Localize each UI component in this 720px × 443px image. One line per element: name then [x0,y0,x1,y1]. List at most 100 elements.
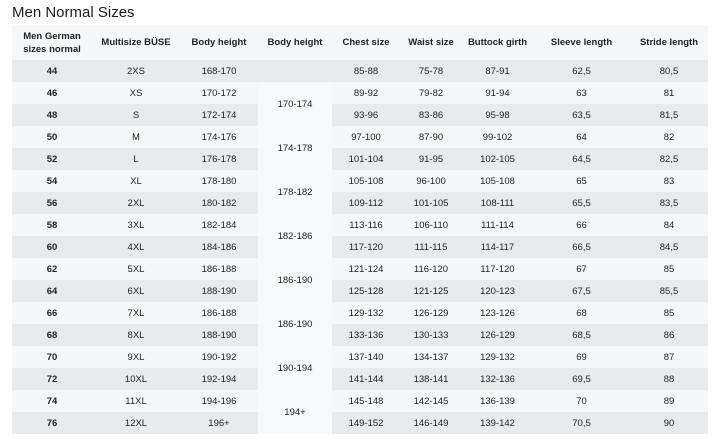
body-height-range-cell [258,60,332,82]
chest-size-cell: 133-136 [332,324,400,346]
column-header: Body height [180,25,258,60]
german-size-cell: 50 [12,126,92,148]
buttock-girth-cell: 111-114 [462,214,533,236]
german-size-cell: 72 [12,368,92,390]
column-header: Multisize BÜSE [92,25,180,60]
sleeve-length-cell: 63 [533,82,630,104]
german-size-cell: 62 [12,258,92,280]
body-height-cell: 188-190 [180,324,258,346]
waist-size-cell: 91-95 [400,148,462,170]
german-size-cell: 64 [12,280,92,302]
stride-length-cell: 85 [630,302,708,324]
multisize-cell: XS [92,82,180,104]
table-row: 62 5XL 186-188 186-190 121-124 116-120 117-120… [12,258,708,302]
german-size-cell: 58 [12,214,92,236]
multisize-cell: S [92,104,180,126]
waist-size-cell: 87-90 [400,126,462,148]
chest-size-cell: 141-144 [332,368,400,390]
german-size-cell: 74 [12,390,92,412]
german-size-cell: 48 [12,104,92,126]
german-size-cell: 68 [12,324,92,346]
chest-size-cell: 121-124 [332,258,400,280]
chest-size-cell: 85-88 [332,60,400,82]
chest-size-cell: 109-112 [332,192,400,214]
german-size-cell: 60 [12,236,92,258]
body-height-range-cell: 186-190 [258,302,332,346]
stride-length-cell: 83 [630,170,708,192]
sleeve-length-cell: 65 [533,170,630,192]
table-row: 44 2XS 168-170 85-88 75-78 87-91 62,5 80,5 [12,60,708,82]
body-height-range-cell: 174-178 [258,126,332,170]
multisize-cell: 10XL [92,368,180,390]
sleeve-length-cell: 69 [533,346,630,368]
table-row: 60 4XL 184-186 117-120 111-115 114-117 66,5 84,… [12,236,708,258]
column-header: Buttock girth [462,25,533,60]
body-height-cell: 184-186 [180,236,258,258]
sleeve-length-cell: 68,5 [533,324,630,346]
multisize-cell: XL [92,170,180,192]
body-height-cell: 172-174 [180,104,258,126]
multisize-cell: 4XL [92,236,180,258]
table-row: 50 M 174-176 174-178 97-100 87-90 99-102 64 82 [12,126,708,170]
multisize-cell: 8XL [92,324,180,346]
buttock-girth-cell: 87-91 [462,60,533,82]
body-height-range-cell: 186-190 [258,258,332,302]
waist-size-cell: 142-145 [400,390,462,412]
stride-length-cell: 84,5 [630,236,708,258]
sleeve-length-cell: 70 [533,390,630,412]
chest-size-cell: 129-132 [332,302,400,324]
column-header: Waist size [400,25,462,60]
sleeve-length-cell: 67 [533,258,630,280]
stride-length-cell: 81 [630,82,708,104]
waist-size-cell: 101-105 [400,192,462,214]
table-row: 68 8XL 188-190 133-136 130-133 126-129 68,5 86 [12,324,708,346]
multisize-cell: 2XS [92,60,180,82]
german-size-cell: 66 [12,302,92,324]
buttock-girth-cell: 95-98 [462,104,533,126]
stride-length-cell: 81,5 [630,104,708,126]
body-height-cell: 192-194 [180,368,258,390]
body-height-cell: 180-182 [180,192,258,214]
multisize-cell: L [92,148,180,170]
buttock-girth-cell: 102-105 [462,148,533,170]
multisize-cell: 7XL [92,302,180,324]
body-height-cell: 168-170 [180,60,258,82]
column-header: Stride length [630,25,708,60]
column-header: Chest size [332,25,400,60]
buttock-girth-cell: 91-94 [462,82,533,104]
sleeve-length-cell: 67,5 [533,280,630,302]
sleeve-length-cell: 69,5 [533,368,630,390]
body-height-cell: 170-172 [180,82,258,104]
body-height-range-cell: 178-182 [258,170,332,214]
stride-length-cell: 82 [630,126,708,148]
chest-size-cell: 113-116 [332,214,400,236]
chest-size-cell: 125-128 [332,280,400,302]
buttock-girth-cell: 117-120 [462,258,533,280]
stride-length-cell: 88 [630,368,708,390]
table-row: 72 10XL 192-194 141-144 138-141 132-136 69,5 88 [12,368,708,390]
multisize-cell: 6XL [92,280,180,302]
buttock-girth-cell: 136-139 [462,390,533,412]
waist-size-cell: 146-149 [400,412,462,434]
table-row: 64 6XL 188-190 125-128 121-125 120-123 67,5 85,… [12,280,708,302]
table-row: 58 3XL 182-184 182-186 113-116 106-110 111-114… [12,214,708,258]
german-size-cell: 46 [12,82,92,104]
waist-size-cell: 116-120 [400,258,462,280]
table-row: 66 7XL 186-188 186-190 129-132 126-129 123-126… [12,302,708,346]
german-size-cell: 44 [12,60,92,82]
chest-size-cell: 145-148 [332,390,400,412]
multisize-cell: 11XL [92,390,180,412]
waist-size-cell: 106-110 [400,214,462,236]
table-row: 54 XL 178-180 178-182 105-108 96-100 105-108 65… [12,170,708,214]
waist-size-cell: 138-141 [400,368,462,390]
chest-size-cell: 89-92 [332,82,400,104]
body-height-cell: 174-176 [180,126,258,148]
table-row: 46 XS 170-172 170-174 89-92 79-82 91-94 63 81 [12,82,708,126]
stride-length-cell: 84 [630,214,708,236]
table-row: 76 12XL 196+ 149-152 146-149 139-142 70,5 90 [12,412,708,434]
german-size-cell: 76 [12,412,92,434]
body-height-range-cell: 170-174 [258,82,332,126]
sleeve-length-cell: 66,5 [533,236,630,258]
page-title: Men Normal Sizes [12,4,135,21]
table-row: 70 9XL 190-192 190-194 137-140 134-137 129-132… [12,346,708,390]
